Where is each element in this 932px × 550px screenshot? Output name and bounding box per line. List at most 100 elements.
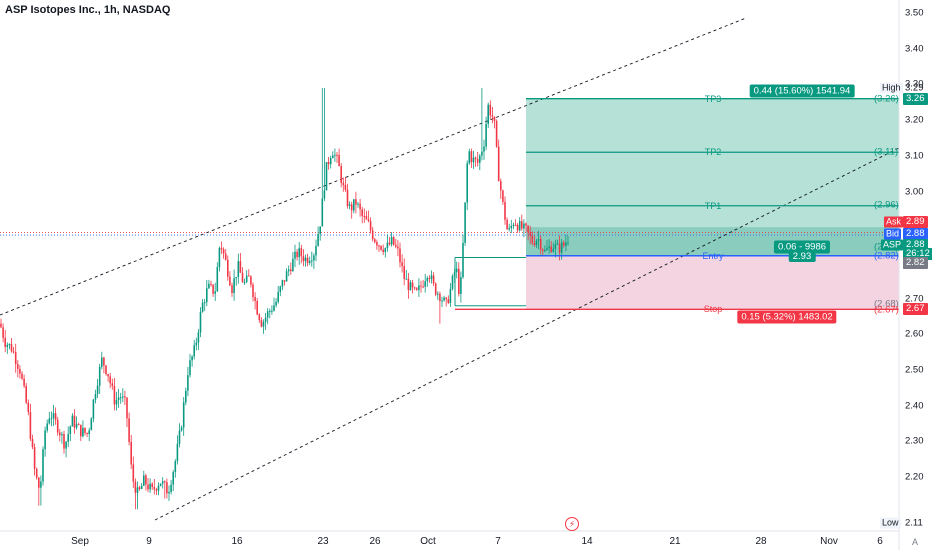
chart-title: ASP Isotopes Inc., 1h, NASDAQ — [5, 4, 171, 16]
candle-body — [180, 427, 183, 431]
candle-body — [290, 269, 292, 272]
candle-body — [203, 302, 206, 304]
candle-body — [544, 250, 546, 252]
replay-icon[interactable]: ⚡ — [565, 517, 579, 531]
candle-body — [258, 314, 261, 321]
tp2-value: (3.11) — [874, 146, 899, 158]
time-tick: Sep — [71, 536, 89, 547]
candle-body — [443, 297, 445, 301]
candle-body — [548, 246, 550, 249]
candle-body — [42, 449, 44, 482]
entry-price-tag: 2.82 — [903, 256, 928, 269]
candle-body — [206, 288, 208, 303]
candle-body — [472, 157, 475, 163]
candle-body — [500, 181, 502, 191]
stop-label: Stop — [703, 304, 723, 315]
candle-body — [350, 204, 353, 211]
candle-body — [277, 292, 279, 302]
candle-body — [56, 419, 59, 433]
candle-body — [185, 390, 187, 403]
candle-body — [424, 281, 426, 287]
candle-body — [252, 284, 254, 297]
candle-body — [483, 146, 485, 152]
candle-body — [8, 343, 11, 345]
candle-body — [552, 248, 555, 252]
candle-body — [187, 375, 189, 391]
time-tick: 6 — [877, 536, 883, 547]
tp1-label: TP1 — [704, 200, 722, 211]
candle-body — [10, 343, 13, 352]
price-tick: 2.30 — [905, 435, 924, 447]
candle-body — [334, 154, 336, 156]
candle-body — [308, 261, 311, 264]
candle-body — [283, 280, 286, 282]
price-tick: 2.70 — [905, 293, 924, 305]
stop-value-b: (2.67) — [874, 304, 899, 316]
candle-body — [554, 244, 557, 249]
candle-body — [264, 317, 267, 323]
candle-body — [323, 190, 326, 199]
candle-body — [65, 441, 67, 449]
time-tick: Oct — [420, 536, 436, 547]
candle-body — [537, 238, 540, 241]
candle-body — [521, 221, 523, 229]
candle-body — [115, 400, 118, 405]
candle-body — [61, 434, 63, 436]
candle-body — [12, 351, 15, 353]
candle-body — [199, 311, 202, 333]
price-tick: 3.00 — [905, 186, 924, 197]
candle-body — [98, 366, 101, 386]
bid-price-tag: 2.88 — [903, 227, 928, 240]
candle-body — [420, 285, 422, 287]
candle-body — [285, 271, 288, 282]
candle-body — [25, 385, 27, 403]
auto-scale-button[interactable]: A — [912, 537, 919, 547]
candle-body — [487, 104, 489, 124]
price-tick: 3.30 — [905, 78, 924, 90]
candle-body — [19, 368, 21, 374]
candle-body — [344, 184, 347, 190]
candle-body — [428, 277, 431, 279]
candle-body — [260, 320, 263, 327]
tp1-value: (2.96) — [874, 199, 899, 211]
stop-value-a: (2.68) — [874, 298, 899, 310]
ask-name-tag: Ask — [884, 216, 904, 228]
candle-body — [67, 434, 69, 442]
candle-body — [6, 344, 9, 347]
candle-body — [491, 115, 494, 117]
candle-body — [73, 415, 76, 428]
candle-body — [462, 242, 464, 278]
candle-body — [432, 275, 435, 284]
candle-body — [132, 464, 135, 482]
candle-body — [138, 487, 141, 489]
candle-body — [470, 151, 473, 163]
candle-body — [174, 461, 177, 473]
candle-body — [271, 310, 273, 312]
candle-body — [54, 413, 57, 420]
open-pnl-zone — [526, 227, 899, 256]
candle-body — [395, 244, 397, 247]
candle-body — [153, 486, 156, 490]
time-tick: 23 — [317, 536, 329, 547]
candle-body — [481, 151, 483, 156]
candle-body — [338, 154, 340, 167]
candle-body — [248, 275, 250, 277]
candle-body — [59, 432, 61, 436]
candle-body — [214, 291, 216, 294]
candle-body — [306, 257, 309, 264]
candle-body — [304, 257, 307, 262]
time-tick: Nov — [820, 536, 838, 547]
candle-body — [4, 337, 6, 347]
candle-body — [355, 199, 357, 205]
candle-body — [315, 245, 317, 256]
candle-body — [439, 293, 441, 302]
candle-body — [556, 243, 559, 245]
candle-body — [378, 245, 380, 247]
candle-body — [275, 301, 277, 306]
candle-body — [218, 247, 221, 268]
candle-body — [485, 123, 487, 147]
candle-body — [300, 248, 303, 257]
candle-body — [325, 162, 328, 191]
candle-body — [86, 432, 88, 435]
